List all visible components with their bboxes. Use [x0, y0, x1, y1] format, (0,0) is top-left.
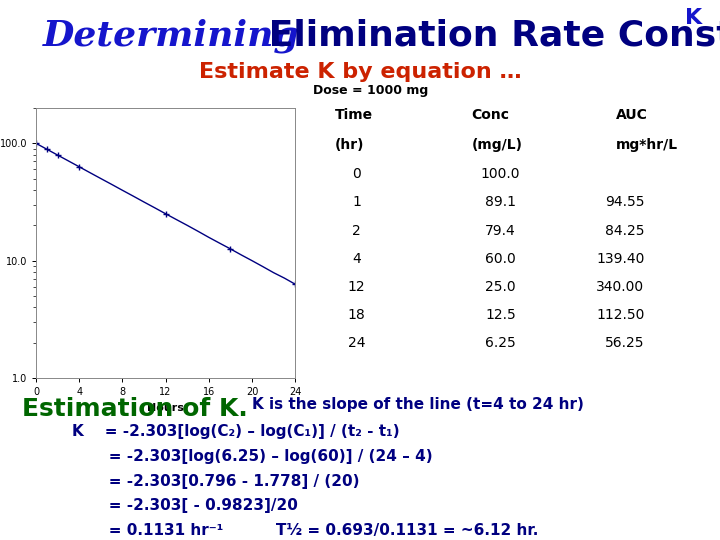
Text: = -2.303[log(6.25) – log(60)] / (24 – 4): = -2.303[log(6.25) – log(60)] / (24 – 4) — [72, 449, 433, 464]
Text: 60.0: 60.0 — [485, 252, 516, 266]
Text: 1: 1 — [352, 195, 361, 210]
Text: 84.25: 84.25 — [605, 224, 644, 238]
Text: 56.25: 56.25 — [605, 336, 644, 350]
Text: K is the slope of the line (t=4 to 24 hr): K is the slope of the line (t=4 to 24 hr… — [252, 397, 584, 412]
Text: AUC: AUC — [616, 108, 647, 122]
Text: 94.55: 94.55 — [605, 195, 644, 210]
Text: 112.50: 112.50 — [596, 308, 644, 322]
Text: 18: 18 — [348, 308, 365, 322]
Text: Determining: Determining — [43, 19, 300, 53]
Text: = -2.303[ - 0.9823]/20: = -2.303[ - 0.9823]/20 — [72, 498, 298, 514]
Text: 340.00: 340.00 — [596, 280, 644, 294]
Text: (mg/L): (mg/L) — [472, 138, 523, 152]
Text: 24: 24 — [348, 336, 365, 350]
Text: 89.1: 89.1 — [485, 195, 516, 210]
Text: Time: Time — [335, 108, 373, 122]
Text: mg*hr/L: mg*hr/L — [616, 138, 678, 152]
Text: Estimate K by equation …: Estimate K by equation … — [199, 62, 521, 82]
Text: K    = -2.303[log(C₂) – log(C₁)] / (t₂ - t₁): K = -2.303[log(C₂) – log(C₁)] / (t₂ - t₁… — [72, 424, 400, 439]
Text: Estimation of K.: Estimation of K. — [22, 397, 248, 421]
Text: 100.0: 100.0 — [481, 167, 520, 181]
Text: 12.5: 12.5 — [485, 308, 516, 322]
Text: K: K — [685, 8, 702, 28]
Text: 139.40: 139.40 — [596, 252, 644, 266]
Text: 6.25: 6.25 — [485, 336, 516, 350]
Text: 2: 2 — [352, 224, 361, 238]
Text: = -2.303[0.796 - 1.778] / (20): = -2.303[0.796 - 1.778] / (20) — [72, 474, 359, 489]
Text: = 0.1131 hr⁻¹          T½ = 0.693/0.1131 = ~6.12 hr.: = 0.1131 hr⁻¹ T½ = 0.693/0.1131 = ~6.12 … — [72, 523, 539, 538]
Text: 12: 12 — [348, 280, 365, 294]
Text: 25.0: 25.0 — [485, 280, 516, 294]
X-axis label: Hours: Hours — [147, 403, 184, 413]
Text: Conc: Conc — [472, 108, 510, 122]
Text: Elimination Rate Constant: Elimination Rate Constant — [256, 19, 720, 53]
Text: (hr): (hr) — [335, 138, 364, 152]
Text: 4: 4 — [352, 252, 361, 266]
Text: 0: 0 — [352, 167, 361, 181]
Text: 79.4: 79.4 — [485, 224, 516, 238]
Text: Dose = 1000 mg: Dose = 1000 mg — [313, 84, 428, 97]
